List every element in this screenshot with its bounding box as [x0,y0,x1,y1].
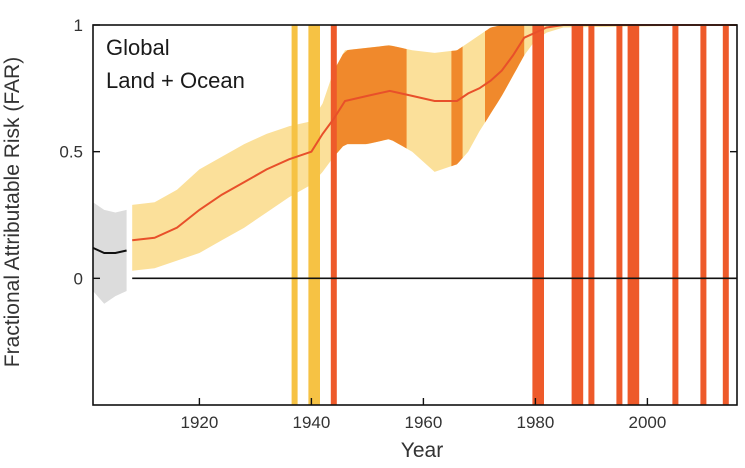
x-tick-label-1960: 1960 [404,413,442,432]
event-bar-1980-4 [532,25,539,405]
event-bar-1995-9 [616,25,623,405]
event-bar-1997-10 [627,25,634,405]
event-bar-1987-6 [571,25,578,405]
event-bar-2005-12 [672,25,679,405]
x-tick-label-1920: 1920 [180,413,218,432]
orange-span-1 [451,46,463,167]
median-line-1 [132,24,737,242]
uncertainty-band-1 [132,25,737,271]
event-bar-1998-11 [633,25,640,405]
y-tick-label-0: 0 [74,269,83,288]
panel-label-line1: Global [106,35,170,60]
orange-span-0 [333,45,407,157]
y-tick-label-2: 1 [74,16,83,35]
x-tick-label-1980: 1980 [516,413,554,432]
y-tick-label-1: 0.5 [59,143,83,162]
event-bars [291,25,729,405]
event-bar-2014-14 [722,25,729,405]
axis-ticks: 1920 1940 1960 1980 2000 0 0.5 1 [59,16,737,432]
orange-span-2 [485,25,525,123]
event-bar-1981-5 [538,25,544,405]
event-bar-1940-1 [308,25,315,405]
event-bar-1990-8 [588,25,595,405]
x-axis-title: Year [401,439,443,462]
y-axis-title: Fractional Attributable Risk (FAR) [1,57,24,367]
median-lines [92,24,737,254]
event-bar-1944-3 [330,25,337,405]
median-line-0 [92,246,127,254]
event-bar-1988-7 [577,25,584,405]
uncertainty-bands [93,25,737,304]
x-tick-label-1940: 1940 [292,413,330,432]
event-bar-2010-13 [700,25,707,405]
plot-frame [92,24,738,406]
panel-label-line2: Land + Ocean [106,68,245,93]
event-bar-1941-2 [314,25,320,405]
event-bar-1937-0 [291,25,298,405]
x-tick-label-2000: 2000 [628,413,666,432]
